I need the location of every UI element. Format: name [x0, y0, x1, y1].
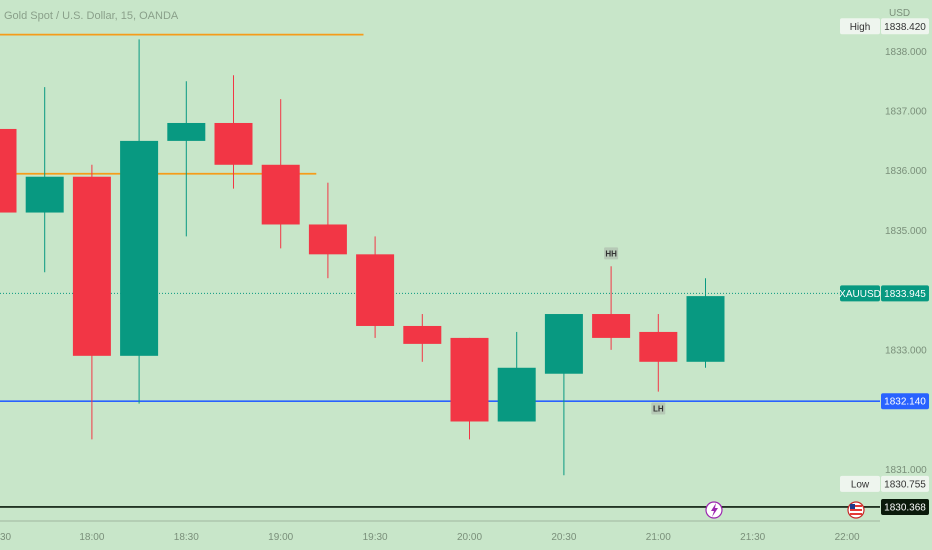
swing-annotations: HH LH — [604, 247, 666, 415]
candle-body-down — [639, 331, 678, 362]
black-price-tag: 1830.368 — [884, 502, 926, 513]
annotation-box — [604, 247, 619, 260]
high-label-box — [840, 18, 880, 35]
candle-body-down — [450, 337, 489, 422]
x-axis: 30 18:00 18:30 19:00 19:30 20:00 20:30 21:00 21:… — [0, 520, 880, 543]
last-label: XAUUSD — [839, 289, 881, 300]
candle-body-down — [356, 254, 395, 326]
low-label: Low — [851, 479, 870, 490]
candle-body-up — [686, 296, 725, 362]
x-tick-label: 18:30 — [174, 532, 199, 543]
low-price-box — [881, 475, 929, 492]
currency-label: USD — [889, 8, 910, 19]
high-price-tag: 1838.420 — [884, 22, 926, 33]
black-price-box — [881, 498, 929, 515]
x-tick-label: 22:00 — [835, 532, 860, 543]
y-tick-label: 1833.000 — [885, 345, 927, 356]
price-levels — [0, 292, 880, 508]
blue-price-box — [881, 393, 929, 410]
candle-body-down — [72, 176, 111, 356]
price-tags: High 1838.420 XAUUSD 1833.945 1832.140 Low 183… — [839, 18, 929, 515]
candle-body-down — [0, 128, 17, 213]
candle-body-down — [214, 122, 253, 165]
low-label-box — [840, 475, 880, 492]
x-tick-label: 19:30 — [363, 532, 388, 543]
blue-price-tag: 1832.140 — [884, 397, 926, 408]
x-tick-label: 19:00 — [268, 532, 293, 543]
annotation-label: HH — [605, 249, 617, 258]
x-tick-label: 20:00 — [457, 532, 482, 543]
us-flag-icon[interactable] — [847, 501, 865, 519]
candle-body-down — [403, 325, 442, 344]
lightning-icon[interactable] — [705, 501, 723, 519]
candle-body-up — [25, 176, 64, 213]
x-tick-label: 21:30 — [740, 532, 765, 543]
y-tick-label: 1836.000 — [885, 166, 927, 177]
candle-body-down — [261, 164, 300, 225]
y-tick-label: 1831.000 — [885, 465, 927, 476]
candle-body-up — [497, 367, 536, 422]
high-price-box — [881, 18, 929, 35]
candle-body-down — [592, 314, 631, 338]
high-label: High — [850, 22, 871, 33]
candle-body-down — [308, 224, 347, 255]
x-tick-label: 21:00 — [646, 532, 671, 543]
x-tick-label: 20:30 — [551, 532, 576, 543]
y-tick-label: 1837.000 — [885, 107, 927, 118]
low-price-tag: 1830.755 — [884, 479, 926, 490]
candle-body-up — [544, 314, 583, 374]
candle-body-up — [167, 122, 206, 141]
candle-body-up — [120, 140, 159, 356]
x-tick-label: 18:00 — [79, 532, 104, 543]
annotation-label: LH — [653, 405, 664, 414]
x-tick-label: 30 — [0, 532, 11, 543]
last-price-tag: 1833.945 — [884, 289, 926, 300]
last-price-box — [881, 285, 929, 302]
chart-title: Gold Spot / U.S. Dollar, 15, OANDA — [4, 10, 179, 22]
last-label-box — [840, 285, 880, 302]
y-tick-label: 1835.000 — [885, 226, 927, 237]
candles — [0, 39, 725, 476]
y-tick-label: 1838.000 — [885, 47, 927, 58]
annotation-box — [651, 402, 666, 415]
